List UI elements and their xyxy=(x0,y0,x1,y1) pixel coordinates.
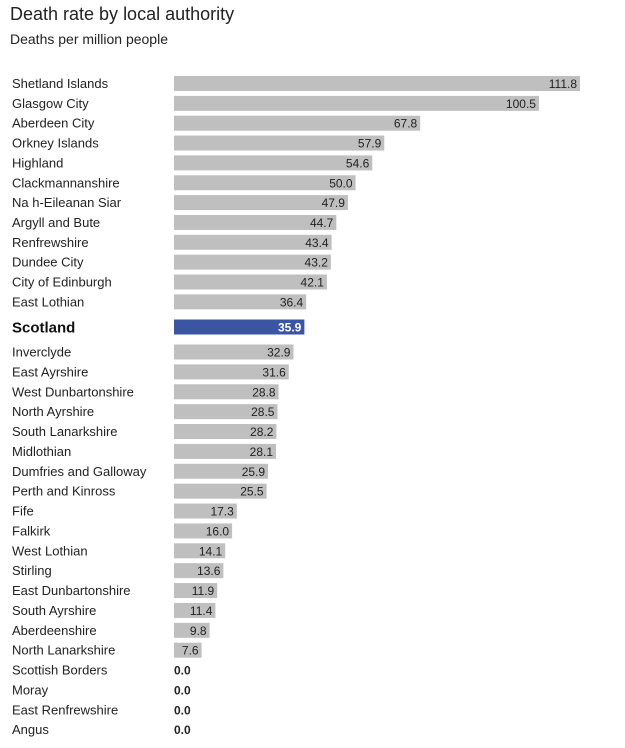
category-label-north-lanarkshire: North Lanarkshire xyxy=(12,643,115,658)
category-label-shetland-islands: Shetland Islands xyxy=(12,76,109,91)
value-label-clackmannanshire: 50.0 xyxy=(329,176,353,190)
value-label-city-of-edinburgh: 42.1 xyxy=(301,276,325,290)
category-label-dundee-city: Dundee City xyxy=(12,255,84,270)
category-label-midlothian: Midlothian xyxy=(12,444,71,459)
value-label-orkney-islands: 57.9 xyxy=(358,137,382,151)
chart-title: Death rate by local authority xyxy=(10,4,235,24)
bar-renfrewshire xyxy=(174,234,332,250)
bar-north-lanarkshire xyxy=(174,642,202,658)
category-label-orkney-islands: Orkney Islands xyxy=(12,136,99,151)
category-label-na-h-eileanan-siar: Na h-Eileanan Siar xyxy=(12,195,122,210)
value-label-moray: 0.0 xyxy=(174,683,191,697)
value-label-scottish-borders: 0.0 xyxy=(174,664,191,678)
category-label-west-dunbartonshire: West Dunbartonshire xyxy=(12,384,134,399)
category-label-north-ayrshire: North Ayrshire xyxy=(12,404,94,419)
bar-clackmannanshire xyxy=(174,175,356,191)
value-label-south-lanarkshire: 28.2 xyxy=(250,425,274,439)
bar-dumfries-and-galloway xyxy=(174,463,269,479)
bar-west-dunbartonshire xyxy=(174,384,279,400)
bar-stirling xyxy=(174,563,224,579)
category-label-east-lothian: East Lothian xyxy=(12,294,84,309)
bar-argyll-and-bute xyxy=(174,214,337,230)
category-label-south-lanarkshire: South Lanarkshire xyxy=(12,424,118,439)
value-label-midlothian: 28.1 xyxy=(250,445,274,459)
value-label-shetland-islands: 111.8 xyxy=(549,77,578,91)
value-label-dundee-city: 43.2 xyxy=(305,256,329,270)
category-label-inverclyde: Inverclyde xyxy=(12,345,71,360)
chart-subtitle: Deaths per million people xyxy=(10,31,168,47)
value-label-west-lothian: 14.1 xyxy=(199,544,223,558)
bar-east-lothian xyxy=(174,294,307,310)
category-label-falkirk: Falkirk xyxy=(12,523,51,538)
category-label-argyll-and-bute: Argyll and Bute xyxy=(12,215,100,230)
category-label-east-dunbartonshire: East Dunbartonshire xyxy=(12,583,131,598)
value-label-aberdeen-city: 67.8 xyxy=(394,117,418,131)
value-label-north-ayrshire: 28.5 xyxy=(251,405,275,419)
bar-orkney-islands xyxy=(174,135,385,151)
value-label-na-h-eileanan-siar: 47.9 xyxy=(322,196,346,210)
bar-highland xyxy=(174,155,373,171)
bar-midlothian xyxy=(174,443,277,459)
bar-south-ayrshire xyxy=(174,602,216,618)
bar-na-h-eileanan-siar xyxy=(174,195,348,211)
category-label-aberdeenshire: Aberdeenshire xyxy=(12,623,97,638)
bar-perth-and-kinross xyxy=(174,483,267,499)
value-label-south-ayrshire: 11.4 xyxy=(190,604,213,618)
bar-scotland xyxy=(174,319,305,335)
value-label-argyll-and-bute: 44.7 xyxy=(310,216,334,230)
value-label-scotland: 35.9 xyxy=(278,321,302,335)
category-label-south-ayrshire: South Ayrshire xyxy=(12,603,96,618)
bar-north-ayrshire xyxy=(174,404,278,420)
category-label-renfrewshire: Renfrewshire xyxy=(12,235,89,250)
value-label-falkirk: 16.0 xyxy=(206,524,230,538)
value-label-east-ayrshire: 31.6 xyxy=(262,365,286,379)
category-label-dumfries-and-galloway: Dumfries and Galloway xyxy=(12,464,147,479)
value-label-dumfries-and-galloway: 25.9 xyxy=(242,465,266,479)
category-label-city-of-edinburgh: City of Edinburgh xyxy=(12,275,112,290)
bar-falkirk xyxy=(174,523,233,539)
value-label-renfrewshire: 43.4 xyxy=(305,236,329,250)
category-label-scottish-borders: Scottish Borders xyxy=(12,663,108,678)
bar-fife xyxy=(174,503,237,519)
category-label-glasgow-city: Glasgow City xyxy=(12,96,89,111)
bar-west-lothian xyxy=(174,543,226,559)
value-label-perth-and-kinross: 25.5 xyxy=(240,485,264,499)
category-label-moray: Moray xyxy=(12,682,49,697)
bar-inverclyde xyxy=(174,344,294,360)
value-label-north-lanarkshire: 7.6 xyxy=(182,644,199,658)
category-label-angus: Angus xyxy=(12,722,49,737)
value-label-aberdeenshire: 9.8 xyxy=(190,624,207,638)
bar-aberdeen-city xyxy=(174,115,421,131)
value-label-east-renfrewshire: 0.0 xyxy=(174,703,191,717)
value-label-glasgow-city: 100.5 xyxy=(506,97,536,111)
category-label-highland: Highland xyxy=(12,155,63,170)
value-label-highland: 54.6 xyxy=(346,156,370,170)
bar-east-dunbartonshire xyxy=(174,583,218,599)
bar-south-lanarkshire xyxy=(174,424,277,440)
category-label-perth-and-kinross: Perth and Kinross xyxy=(12,484,116,499)
bar-east-ayrshire xyxy=(174,364,289,380)
value-label-angus: 0.0 xyxy=(174,723,191,737)
category-label-fife: Fife xyxy=(12,504,34,519)
value-label-fife: 17.3 xyxy=(210,505,234,519)
value-label-inverclyde: 32.9 xyxy=(267,346,291,360)
value-label-east-lothian: 36.4 xyxy=(280,295,304,309)
category-label-aberdeen-city: Aberdeen City xyxy=(12,116,95,131)
value-label-west-dunbartonshire: 28.8 xyxy=(252,385,276,399)
category-label-east-ayrshire: East Ayrshire xyxy=(12,364,88,379)
category-label-scotland: Scotland xyxy=(12,320,75,337)
bar-aberdeenshire xyxy=(174,622,210,638)
value-label-east-dunbartonshire: 11.9 xyxy=(192,584,215,598)
value-label-stirling: 13.6 xyxy=(197,564,221,578)
bar-shetland-islands xyxy=(174,76,580,91)
bar-dundee-city xyxy=(174,254,331,270)
category-label-west-lothian: West Lothian xyxy=(12,543,88,558)
bar-glasgow-city xyxy=(174,95,539,111)
category-label-stirling: Stirling xyxy=(12,563,52,578)
category-label-east-renfrewshire: East Renfrewshire xyxy=(12,702,118,717)
bar-city-of-edinburgh xyxy=(174,274,327,290)
category-label-clackmannanshire: Clackmannanshire xyxy=(12,175,120,190)
